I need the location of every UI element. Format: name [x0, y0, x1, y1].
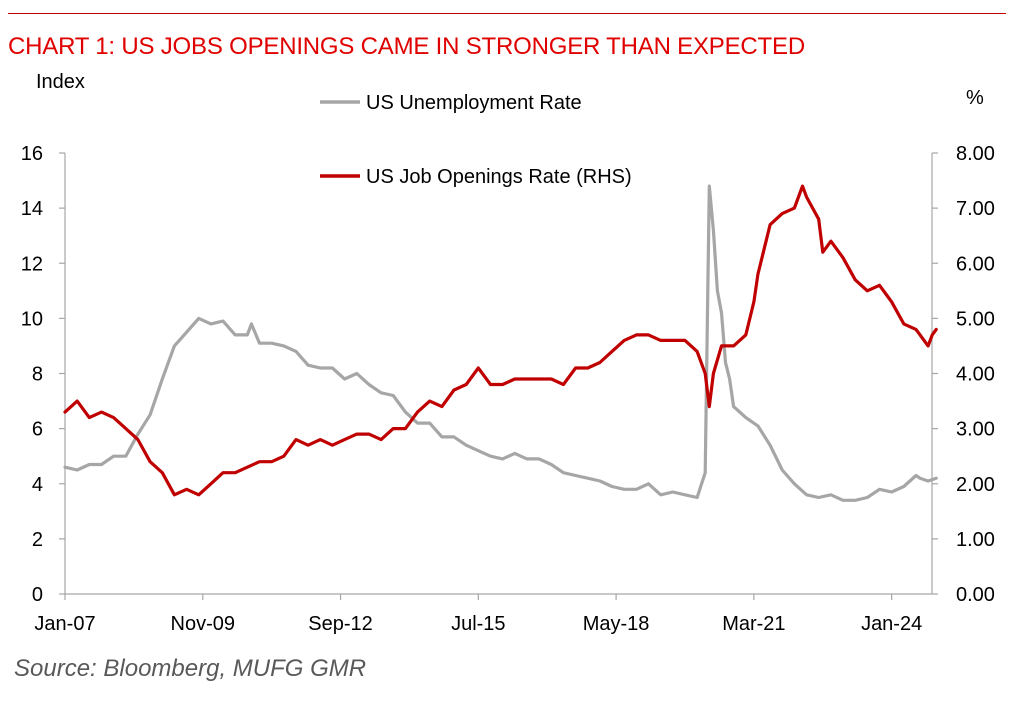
y-tick-label-left: 16: [21, 143, 43, 165]
y-axis-label-left: Index: [36, 71, 85, 93]
y-tick-label-right: 4.00: [956, 364, 995, 386]
legend-label: US Unemployment Rate: [366, 92, 582, 114]
x-tick-label: Sep-12: [308, 613, 373, 635]
x-tick-label: Jan-24: [861, 613, 922, 635]
y-tick-label-right: 8.00: [956, 143, 995, 165]
chart-legend: US Unemployment Rate US Job Openings Rate…: [320, 92, 632, 188]
y-tick-label-right: 6.00: [956, 253, 995, 275]
unemployment-rate-line: [63, 184, 938, 502]
y-tick-label-left: 8: [32, 364, 43, 386]
top-rule: [8, 13, 1006, 14]
y-axis-label-right: %: [966, 87, 984, 109]
y-tick-label-right: 2.00: [956, 474, 995, 496]
y-tick-label-left: 4: [32, 474, 43, 496]
y-tick-label-right: 0.00: [956, 584, 995, 606]
y-tick-label-right: 5.00: [956, 308, 995, 330]
chart-title: CHART 1: US JOBS OPENINGS CAME IN STRONG…: [8, 33, 805, 60]
y-tick-label-right: 1.00: [956, 529, 995, 551]
y-tick-label-left: 6: [32, 419, 43, 441]
y-tick-label-left: 10: [21, 308, 43, 330]
chart-series: [63, 184, 938, 502]
y-tick-label-left: 14: [21, 198, 43, 220]
y-tick-label-right: 7.00: [956, 198, 995, 220]
legend-label: US Job Openings Rate (RHS): [366, 166, 632, 188]
y-tick-label-right: 3.00: [956, 419, 995, 441]
x-tick-label: Mar-21: [722, 613, 785, 635]
x-tick-label: Nov-09: [171, 613, 235, 635]
y-tick-label-left: 0: [32, 584, 43, 606]
x-tick-label: Jan-07: [34, 613, 95, 635]
source-note: Source: Bloomberg, MUFG GMR: [14, 655, 367, 682]
y-tick-label-left: 2: [32, 529, 43, 551]
job-openings-rate-line: [63, 184, 938, 497]
chart-axes: 0 2 4 6 8 10 12 14 16 0.00 1.00 2.00 3.00 4.00 5.00 6.0…: [21, 71, 995, 635]
y-tick-label-left: 12: [21, 253, 43, 275]
x-tick-label: Jul-15: [451, 613, 505, 635]
x-tick-label: May-18: [583, 613, 650, 635]
